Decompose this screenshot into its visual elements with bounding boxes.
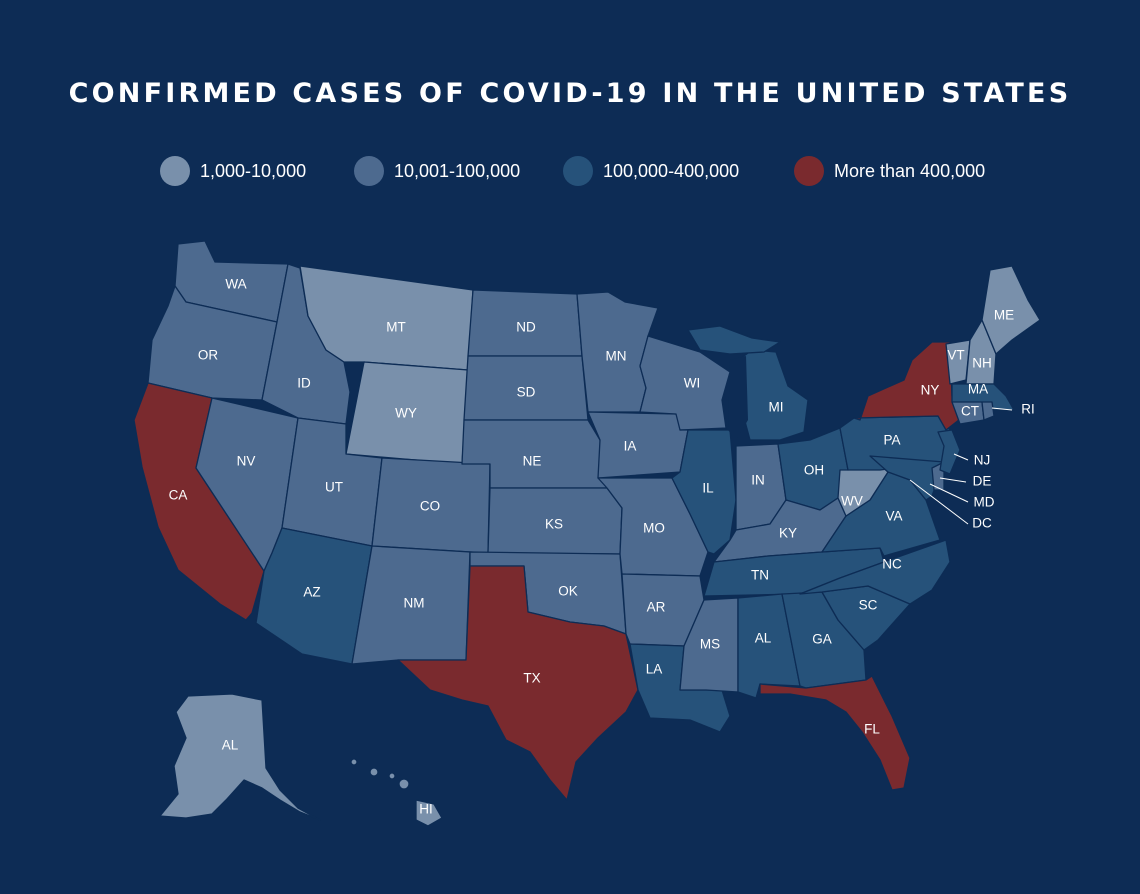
state-label-ky: KY: [779, 526, 797, 541]
state-mi-upper: [687, 325, 781, 355]
state-label-ms: MS: [700, 637, 720, 652]
state-nc: [799, 539, 951, 605]
state-label-al: AL: [755, 631, 772, 646]
state-label-fl: FL: [864, 722, 880, 737]
state-label-nh: NH: [972, 356, 992, 371]
legend-swatch-tier-3: [563, 156, 593, 186]
state-label-hi: HI: [419, 802, 433, 817]
state-label-mn: MN: [606, 349, 627, 364]
map-title: CONFIRMED CASES OF COVID-19 IN THE UNITE…: [68, 78, 1072, 109]
state-tx: [397, 565, 639, 801]
state-label-me: ME: [994, 308, 1014, 323]
hi-island-maui: [398, 778, 410, 790]
hi-island-molokai: [388, 772, 396, 780]
legend-item-tier-4: More than 400,000: [794, 155, 985, 187]
state-label-or: OR: [198, 348, 219, 363]
leader-ri: [991, 407, 1013, 411]
leader-lines: [909, 407, 1013, 525]
state-ia: [587, 411, 689, 479]
leader-de: [939, 477, 967, 483]
state-label-ut: UT: [325, 480, 343, 495]
state-label-wi: WI: [684, 376, 701, 391]
state-label-ma: MA: [968, 382, 988, 397]
state-label-id: ID: [297, 376, 311, 391]
legend-item-tier-1: 1,000-10,000: [160, 155, 306, 187]
state-me: [981, 265, 1041, 355]
state-label-ia: IA: [624, 439, 637, 454]
state-label-ks: KS: [545, 517, 563, 532]
state-label-il: IL: [702, 481, 714, 496]
state-ak: [159, 693, 321, 821]
state-label-nv: NV: [237, 454, 256, 469]
state-label-ga: GA: [812, 632, 832, 647]
state-label-ak: AL: [222, 738, 239, 753]
legend-swatch-tier-4: [794, 156, 824, 186]
state-label-md: MD: [974, 495, 995, 510]
leader-nj: [953, 453, 969, 461]
state-label-mi: MI: [769, 400, 784, 415]
state-label-nd: ND: [516, 320, 536, 335]
state-shapes: [133, 240, 1041, 827]
state-ri: [981, 401, 995, 421]
legend-label-tier-2: 10,001-100,000: [394, 160, 521, 181]
state-label-la: LA: [646, 662, 663, 677]
state-label-ar: AR: [647, 600, 666, 615]
state-label-tn: TN: [751, 568, 769, 583]
legend-swatch-tier-1: [160, 156, 190, 186]
state-label-dc: DC: [972, 516, 992, 531]
state-label-nc: NC: [882, 557, 902, 572]
state-label-ok: OK: [558, 584, 578, 599]
state-label-va: VA: [885, 509, 902, 524]
legend-label-tier-1: 1,000-10,000: [200, 160, 307, 181]
state-nj: [937, 429, 961, 475]
state-label-de: DE: [973, 474, 992, 489]
state-label-mo: MO: [643, 521, 665, 536]
state-label-ny: NY: [921, 383, 940, 398]
legend-label-tier-3: 100,000-400,000: [603, 160, 740, 181]
state-label-wa: WA: [225, 277, 246, 292]
state-label-ca: CA: [169, 488, 188, 503]
hi-island-oahu: [369, 767, 379, 777]
state-label-wv: WV: [841, 494, 863, 509]
leader-dc: [909, 479, 969, 525]
state-label-oh: OH: [804, 463, 824, 478]
legend-label-tier-4: More than 400,000: [834, 160, 986, 181]
state-label-tx: TX: [523, 671, 540, 686]
state-label-vt: VT: [947, 348, 964, 363]
state-label-sc: SC: [859, 598, 878, 613]
state-label-co: CO: [420, 499, 440, 514]
leader-md: [929, 483, 969, 503]
legend-swatch-tier-2: [354, 156, 384, 186]
state-label-ne: NE: [523, 454, 542, 469]
great-lakes: [728, 356, 748, 440]
state-hi: [415, 799, 443, 827]
legend: 1,000-10,000 10,001-100,000 100,000-400,…: [0, 155, 1140, 187]
state-label-ri: RI: [1021, 402, 1035, 417]
state-label-az: AZ: [303, 585, 320, 600]
state-label-mt: MT: [386, 320, 406, 335]
legend-item-tier-2: 10,001-100,000: [354, 155, 520, 187]
state-label-pa: PA: [883, 433, 900, 448]
state-label-in: IN: [751, 473, 765, 488]
state-label-nm: NM: [404, 596, 425, 611]
state-label-wy: WY: [395, 406, 417, 421]
legend-item-tier-3: 100,000-400,000: [563, 155, 739, 187]
state-labels: WA OR CA NV ID MT WY UT CO AZ NM ND SD N…: [169, 277, 1035, 817]
state-label-sd: SD: [517, 385, 536, 400]
state-il: [671, 429, 737, 555]
hi-island-kauai: [350, 758, 358, 766]
state-fl: [759, 675, 911, 791]
state-label-ct: CT: [961, 404, 979, 419]
lake-michigan: [728, 356, 748, 440]
state-label-nj: NJ: [974, 453, 991, 468]
